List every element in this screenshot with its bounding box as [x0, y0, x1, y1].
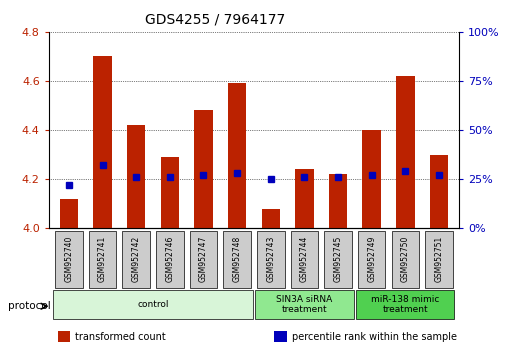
Bar [194, 110, 213, 228]
Bar [274, 331, 287, 342]
Bar [93, 56, 112, 228]
Text: GSM952743: GSM952743 [266, 236, 275, 282]
Bar [58, 331, 70, 342]
FancyBboxPatch shape [55, 231, 83, 288]
FancyBboxPatch shape [356, 290, 455, 319]
FancyBboxPatch shape [290, 231, 318, 288]
Text: GSM952749: GSM952749 [367, 236, 376, 282]
FancyBboxPatch shape [358, 231, 385, 288]
Bar [329, 174, 347, 228]
Text: GSM952748: GSM952748 [232, 236, 242, 282]
Text: GSM952742: GSM952742 [132, 236, 141, 282]
Text: percentile rank within the sample: percentile rank within the sample [291, 332, 457, 342]
Text: GSM952745: GSM952745 [333, 236, 343, 282]
Text: GSM952740: GSM952740 [65, 236, 73, 282]
Text: transformed count: transformed count [75, 332, 166, 342]
FancyBboxPatch shape [89, 231, 116, 288]
FancyBboxPatch shape [255, 290, 353, 319]
Bar [362, 130, 381, 228]
Text: GSM952751: GSM952751 [435, 236, 443, 282]
FancyBboxPatch shape [425, 231, 453, 288]
Text: protocol: protocol [8, 301, 50, 311]
Text: GSM952750: GSM952750 [401, 236, 410, 282]
Text: GSM952741: GSM952741 [98, 236, 107, 282]
Text: GSM952744: GSM952744 [300, 236, 309, 282]
Bar [430, 155, 448, 228]
Text: GSM952746: GSM952746 [165, 236, 174, 282]
Text: GSM952747: GSM952747 [199, 236, 208, 282]
FancyBboxPatch shape [53, 290, 252, 319]
Text: miR-138 mimic
treatment: miR-138 mimic treatment [371, 295, 440, 314]
FancyBboxPatch shape [156, 231, 184, 288]
FancyBboxPatch shape [123, 231, 150, 288]
FancyBboxPatch shape [324, 231, 352, 288]
Bar [60, 199, 78, 228]
Bar [295, 169, 313, 228]
Bar [127, 125, 146, 228]
Bar [161, 157, 179, 228]
Text: control: control [137, 300, 169, 309]
FancyBboxPatch shape [391, 231, 419, 288]
Text: GDS4255 / 7964177: GDS4255 / 7964177 [145, 12, 286, 27]
FancyBboxPatch shape [223, 231, 251, 288]
Bar [396, 76, 415, 228]
Bar [228, 84, 246, 228]
FancyBboxPatch shape [190, 231, 218, 288]
FancyBboxPatch shape [257, 231, 285, 288]
Text: SIN3A siRNA
treatment: SIN3A siRNA treatment [277, 295, 332, 314]
Bar [262, 209, 280, 228]
